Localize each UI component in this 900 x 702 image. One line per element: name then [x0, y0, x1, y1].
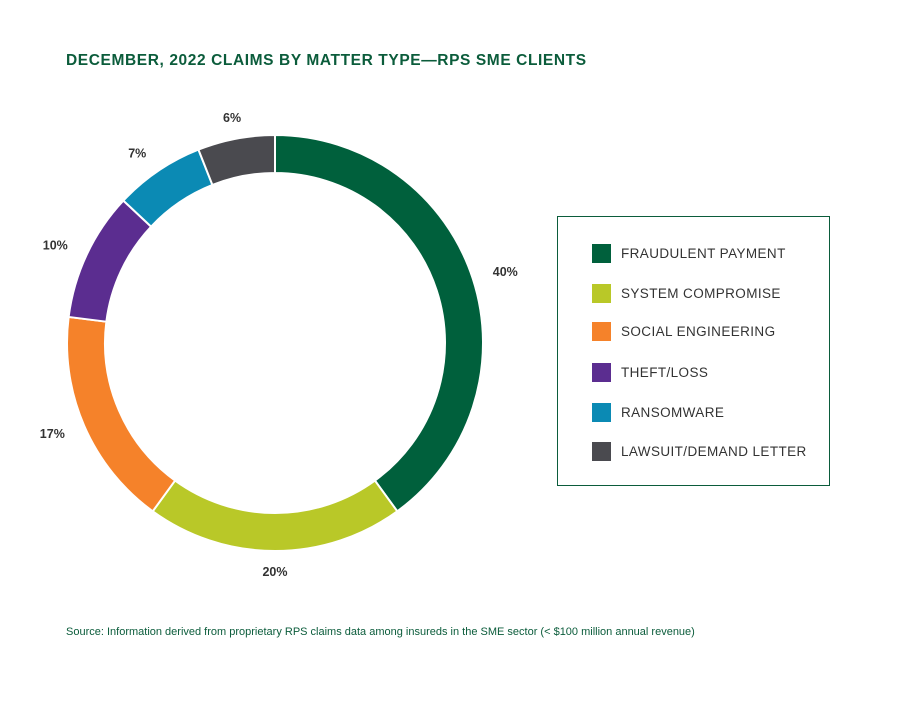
legend-item-lawsuit-demand-letter: LAWSUIT/DEMAND LETTER	[592, 441, 807, 461]
donut-slice-fraudulent-payment	[274, 133, 484, 513]
donut-slice-system-compromise	[151, 479, 399, 552]
donut-slice-lawsuit-demand-letter	[197, 133, 276, 187]
donut-slice-social-engineering	[66, 315, 177, 513]
slice-value-label: 7%	[128, 147, 146, 161]
legend-label: LAWSUIT/DEMAND LETTER	[621, 443, 807, 459]
legend-label: RANSOMWARE	[621, 404, 725, 420]
legend: FRAUDULENT PAYMENT SYSTEM COMPROMISE SOC…	[557, 216, 830, 486]
legend-label: SYSTEM COMPROMISE	[621, 285, 781, 301]
slice-value-label: 20%	[262, 565, 287, 579]
legend-item-fraudulent-payment: FRAUDULENT PAYMENT	[592, 243, 786, 263]
legend-label: SOCIAL ENGINEERING	[621, 323, 776, 339]
legend-swatch	[592, 243, 611, 263]
legend-swatch	[592, 402, 611, 422]
slice-value-label: 17%	[40, 427, 65, 441]
slice-value-label: 40%	[493, 265, 518, 279]
legend-item-ransomware: RANSOMWARE	[592, 402, 724, 422]
donut-slice-theft-loss	[67, 199, 153, 323]
chart-title: DECEMBER, 2022 CLAIMS BY MATTER TYPE—RPS…	[66, 52, 587, 69]
legend-swatch	[592, 283, 611, 303]
legend-label: THEFT/LOSS	[621, 364, 709, 380]
donut-slices	[66, 133, 484, 552]
legend-swatch	[592, 362, 611, 382]
source-note: Source: Information derived from proprie…	[66, 626, 695, 638]
legend-swatch	[592, 441, 611, 461]
legend-item-social-engineering: SOCIAL ENGINEERING	[592, 321, 775, 341]
donut-value-labels: 40% 20% 17% 10% 7% 6%	[40, 111, 518, 579]
legend-item-system-compromise: SYSTEM COMPROMISE	[592, 283, 781, 303]
legend-item-theft-loss: THEFT/LOSS	[592, 362, 708, 382]
slice-value-label: 10%	[43, 238, 68, 252]
legend-label: FRAUDULENT PAYMENT	[621, 245, 786, 261]
legend-swatch	[592, 321, 611, 341]
slice-value-label: 6%	[223, 111, 241, 125]
